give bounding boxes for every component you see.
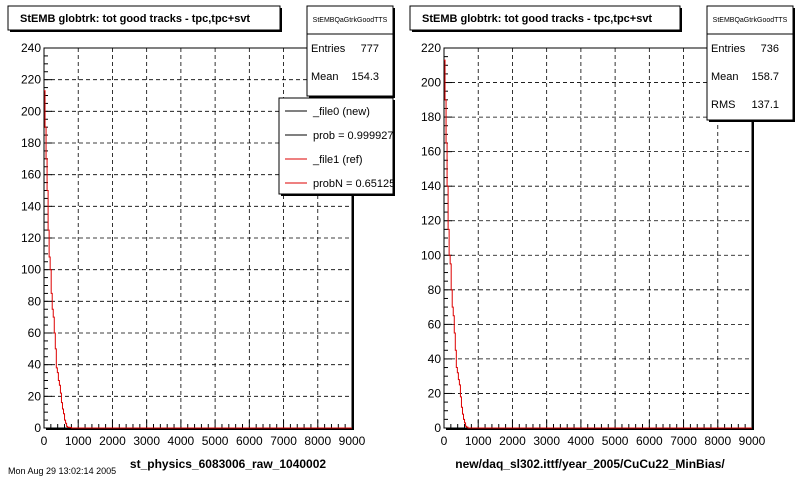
- series-line: [44, 90, 352, 429]
- x-tick-label: 9000: [739, 434, 766, 448]
- y-tick-label: 160: [21, 168, 41, 182]
- y-tick-label: 220: [21, 73, 41, 87]
- x-axis-label: new/daq_sl302.ittf/year_2005/CuCu22_MinB…: [455, 457, 725, 471]
- x-tick-label: 1000: [465, 434, 492, 448]
- x-axis-label: st_physics_6083006_raw_1040002: [130, 457, 326, 471]
- y-tick-label: 20: [28, 389, 42, 403]
- stats-box: [306, 5, 394, 97]
- stats-label: RMS: [711, 99, 735, 111]
- stats-name: StEMBQaGtrkGoodTTS: [713, 17, 788, 24]
- y-tick-label: 200: [421, 76, 441, 90]
- x-tick-label: 6000: [236, 434, 263, 448]
- y-tick-label: 120: [421, 214, 441, 228]
- y-tick-label: 20: [428, 386, 442, 400]
- y-tick-label: 0: [434, 421, 441, 435]
- x-tick-label: 8000: [704, 434, 731, 448]
- plot-frame: [443, 47, 753, 429]
- y-tick-label: 100: [421, 248, 441, 262]
- y-tick-label: 200: [21, 104, 41, 118]
- y-tick-label: 180: [21, 136, 41, 150]
- stats-label: Entries: [311, 43, 346, 55]
- stats-value: 137.1: [751, 99, 779, 111]
- y-tick-label: 40: [428, 352, 442, 366]
- x-tick-label: 4000: [168, 434, 195, 448]
- y-tick-label: 180: [421, 110, 441, 124]
- chart-title: StEMB globtrk: tot good tracks - tpc,tpc…: [422, 13, 652, 25]
- footer-timestamp: Mon Aug 29 13:02:14 2005: [8, 466, 117, 476]
- stats-label: Mean: [311, 71, 339, 83]
- y-tick-label: 140: [21, 199, 41, 213]
- y-tick-label: 120: [21, 231, 41, 245]
- x-tick-label: 6000: [636, 434, 663, 448]
- stats-value: 736: [761, 43, 779, 55]
- x-tick-label: 5000: [202, 434, 229, 448]
- legend-label: probN = 0.651253: [313, 178, 401, 190]
- title-box: [409, 5, 681, 31]
- y-tick-label: 220: [421, 41, 441, 55]
- y-tick-label: 60: [428, 317, 442, 331]
- stats-box: [706, 5, 794, 121]
- x-tick-label: 4000: [568, 434, 595, 448]
- y-tick-label: 160: [421, 145, 441, 159]
- y-tick-label: 60: [28, 326, 42, 340]
- legend-label: _file0 (new): [312, 106, 370, 118]
- y-tick-label: 40: [28, 358, 42, 372]
- x-tick-label: 2000: [499, 434, 526, 448]
- stats-value: 154.3: [351, 71, 379, 83]
- x-tick-label: 7000: [670, 434, 697, 448]
- x-tick-label: 5000: [602, 434, 629, 448]
- x-tick-label: 3000: [133, 434, 160, 448]
- x-tick-label: 2000: [99, 434, 126, 448]
- y-tick-label: 140: [421, 179, 441, 193]
- series-line: [444, 59, 752, 429]
- x-tick-label: 7000: [270, 434, 297, 448]
- legend-label: _file1 (ref): [312, 154, 363, 166]
- chart-title: StEMB globtrk: tot good tracks - tpc,tpc…: [20, 13, 250, 25]
- legend-box: [278, 97, 394, 195]
- stats-name: StEMBQaGtrkGoodTTS: [313, 17, 388, 24]
- x-tick-label: 3000: [533, 434, 560, 448]
- x-tick-label: 9000: [339, 434, 366, 448]
- stats-value: 158.7: [751, 71, 779, 83]
- y-tick-label: 100: [21, 263, 41, 277]
- x-tick-label: 1000: [65, 434, 92, 448]
- y-tick-label: 80: [428, 283, 442, 297]
- legend: _file0 (new) prob = 0.999927 _file1 (ref) p…: [285, 106, 401, 190]
- x-tick-label: 0: [441, 434, 448, 448]
- title-box: [7, 5, 281, 31]
- y-tick-label: 80: [28, 294, 42, 308]
- stats-label: Entries: [711, 43, 746, 55]
- y-tick-label: 240: [21, 41, 41, 55]
- stats-value: 777: [361, 43, 379, 55]
- x-tick-label: 8000: [304, 434, 331, 448]
- y-tick-label: 0: [34, 421, 41, 435]
- x-tick-label: 0: [41, 434, 48, 448]
- legend-label: prob = 0.999927: [313, 130, 393, 142]
- stats-label: Mean: [711, 71, 739, 83]
